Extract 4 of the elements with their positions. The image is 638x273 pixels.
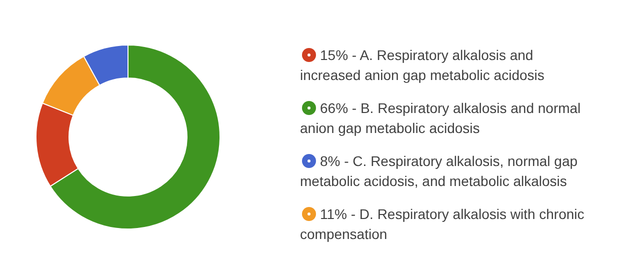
legend-label: 11% - D. Respiratory alkalosis with chronic compensation xyxy=(300,206,584,242)
legend-label: 15% - A. Respiratory alkalosis and increased anion gap metabolic acidosis xyxy=(300,47,544,83)
legend-label: 8% - C. Respiratory alkalosis, normal gap metabolic acidosis, and metabolic alkalosis xyxy=(300,153,578,189)
legend-label: 66% - B. Respiratory alkalosis and normal anion gap metabolic acidosis xyxy=(300,100,581,136)
